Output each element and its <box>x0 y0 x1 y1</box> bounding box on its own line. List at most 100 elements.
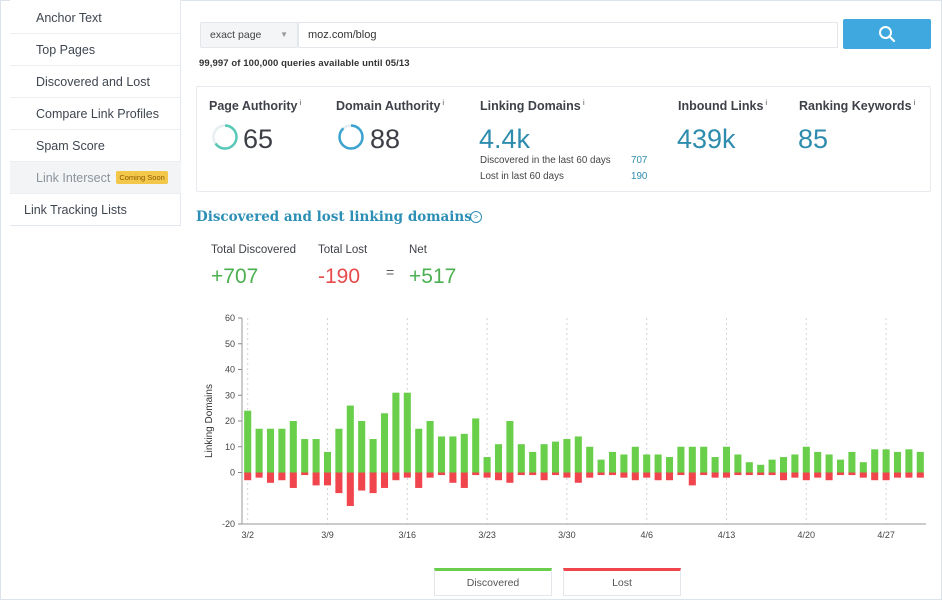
discovered-bar <box>392 392 400 473</box>
lost-bar <box>563 472 571 478</box>
total-discovered-value: +707 <box>211 265 259 288</box>
lost-bar <box>312 472 320 486</box>
lost-bar <box>369 472 377 494</box>
lost-bar <box>506 472 514 483</box>
section-title: Discovered and lost linking domains <box>196 209 472 225</box>
lost-bar <box>529 472 537 476</box>
lost-bar <box>472 472 480 476</box>
search-button[interactable] <box>843 19 931 49</box>
discovered-bar <box>574 436 582 473</box>
ranking-keywords-value: 85 <box>798 124 829 154</box>
sidebar-item-label: Discovered and Lost <box>36 74 150 89</box>
x-tick-label: 4/13 <box>718 530 736 540</box>
discovered-bar <box>449 436 457 473</box>
lost-bar <box>301 472 309 476</box>
sidebar-item-top-pages[interactable]: Top Pages <box>10 34 181 66</box>
discovered-60d-value[interactable]: 707 <box>631 155 648 166</box>
discovered-bar <box>358 421 366 473</box>
discovered-bar <box>346 405 354 473</box>
discovered-bar <box>814 451 822 473</box>
discovered-bar <box>779 457 788 473</box>
y-tick-label: 10 <box>225 442 235 452</box>
lost-bar <box>779 472 788 481</box>
discovered-bar <box>871 449 879 473</box>
lost-bar <box>597 472 605 476</box>
info-icon[interactable]: i <box>913 99 916 107</box>
discovered-bar <box>586 446 594 473</box>
lost-bar <box>426 472 434 478</box>
lost-bar <box>905 472 913 478</box>
lost-bar <box>335 472 343 494</box>
discovered-bar <box>859 462 867 473</box>
lost-60d-value[interactable]: 190 <box>631 171 648 182</box>
lost-bar <box>688 472 696 486</box>
lost-bar <box>540 472 548 481</box>
discovered-bar <box>631 446 639 473</box>
lost-bar <box>494 472 503 481</box>
sidebar-item-link-tracking-lists[interactable]: Link Tracking Lists <box>10 194 181 226</box>
total-lost-value: -190 <box>318 265 361 288</box>
lost-bar <box>836 472 845 476</box>
sidebar-item-discovered-and-lost[interactable]: Discovered and Lost <box>10 66 181 98</box>
legend-lost[interactable]: Lost <box>563 568 681 596</box>
ranking-keywords-label: Ranking Keywords i <box>799 99 916 113</box>
info-icon[interactable]: i <box>299 99 302 107</box>
discovered-bar <box>722 446 731 473</box>
lost-bar <box>882 472 890 481</box>
discovered-bar <box>529 451 537 473</box>
x-tick-label: 4/6 <box>640 530 653 540</box>
lost-bar <box>711 472 719 478</box>
discovered-bar <box>437 436 446 473</box>
sidebar-item-compare-link-profiles[interactable]: Compare Link Profiles <box>10 98 181 130</box>
discovered-bar <box>380 413 389 473</box>
info-arrow-icon[interactable]: > <box>470 211 482 223</box>
discovered-bar <box>882 449 890 473</box>
discovered-bar <box>654 454 662 473</box>
y-tick-label: 50 <box>225 339 235 349</box>
scope-select-value: exact page <box>210 29 262 41</box>
y-tick-label: 20 <box>225 416 235 426</box>
discovered-bar <box>757 464 765 473</box>
x-tick-label: 4/27 <box>877 530 895 540</box>
domain-authority-value: 88 <box>370 124 401 154</box>
x-tick-label: 3/9 <box>321 530 334 540</box>
info-icon[interactable]: i <box>765 99 768 107</box>
linking-domains-chart: 3/2 3/9 3/16 3/23 3/30 4/6 4/13 4/20 4/27 -20 0 10 2… <box>204 313 926 540</box>
y-tick-label: -20 <box>222 519 235 529</box>
lost-bar <box>893 472 902 478</box>
discovered-bar <box>563 439 571 473</box>
sidebar-item-anchor-text[interactable]: Anchor Text <box>10 2 181 34</box>
discovered-bar <box>369 439 377 473</box>
discovered-bar <box>460 433 468 473</box>
sidebar-item-label: Anchor Text <box>36 10 102 25</box>
lost-bar <box>586 472 594 478</box>
lost-bar <box>791 472 799 478</box>
sidebar-item-label: Link Tracking Lists <box>24 203 127 217</box>
lost-bar <box>859 472 867 478</box>
discovered-bar <box>893 451 902 473</box>
discovered-bar <box>255 428 263 473</box>
metrics-card: Page Authority i 65 Domain Authority i 88 … <box>196 86 931 192</box>
legend-discovered[interactable]: Discovered <box>434 568 552 596</box>
scope-select[interactable]: exact page ▼ <box>200 22 298 48</box>
y-tick-label: 60 <box>225 313 235 323</box>
url-search-input[interactable] <box>298 22 838 48</box>
net-value: +517 <box>409 265 457 288</box>
info-icon[interactable]: i <box>582 99 585 107</box>
info-icon[interactable]: i <box>442 99 445 107</box>
lost-bar <box>608 472 617 476</box>
lost-bar <box>517 472 525 476</box>
y-tick-label: 30 <box>225 390 235 400</box>
sidebar-item-spam-score[interactable]: Spam Score <box>10 130 181 162</box>
discovered-bar <box>266 428 275 473</box>
discovered-bar <box>643 454 651 473</box>
lost-bar <box>574 472 582 483</box>
lost-bar <box>700 472 708 476</box>
discovered-bar <box>688 446 696 473</box>
discovered-bar <box>905 449 913 473</box>
discovered-bar <box>551 441 560 473</box>
lost-bar <box>871 472 879 481</box>
lost-bar <box>449 472 457 483</box>
discovered-bar <box>494 444 503 473</box>
sidebar-item-label: Compare Link Profiles <box>36 106 159 121</box>
